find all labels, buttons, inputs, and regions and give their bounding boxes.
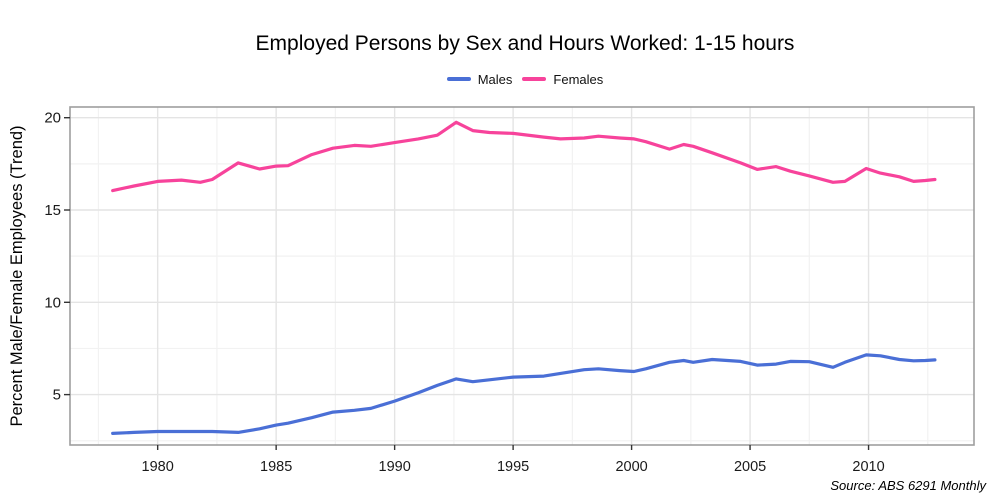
x-tick-label: 1995 <box>497 459 529 475</box>
legend-item-females: Females <box>522 72 603 87</box>
x-tick-label: 2000 <box>615 459 647 475</box>
legend: Males Females <box>70 69 980 89</box>
y-tick-label: 20 <box>44 110 61 127</box>
legend-item-males: Males <box>446 71 513 87</box>
legend-label: Females <box>553 71 604 87</box>
females-line <box>111 120 937 193</box>
y-tick-label: 15 <box>44 202 61 219</box>
x-tick-label: 2005 <box>734 459 766 475</box>
x-tick-label: 2010 <box>852 459 884 475</box>
y-axis-title: Percent Male/Female Employees (Trend) <box>8 125 26 426</box>
legend-swatch-females <box>522 77 547 81</box>
x-tick-label: 1980 <box>142 459 174 475</box>
y-tick-label: 5 <box>53 387 61 404</box>
x-tick-label: 1990 <box>379 459 411 475</box>
y-tick-label: 10 <box>44 294 61 311</box>
x-tick-label: 1985 <box>260 459 292 475</box>
males-line <box>111 353 937 435</box>
source-note: Source: ABS 6291 Monthly <box>830 478 986 493</box>
plot-border <box>69 106 975 446</box>
legend-swatch-males <box>446 77 471 81</box>
chart-title: Employed Persons by Sex and Hours Worked… <box>255 32 795 55</box>
legend-label: Males <box>477 71 513 87</box>
